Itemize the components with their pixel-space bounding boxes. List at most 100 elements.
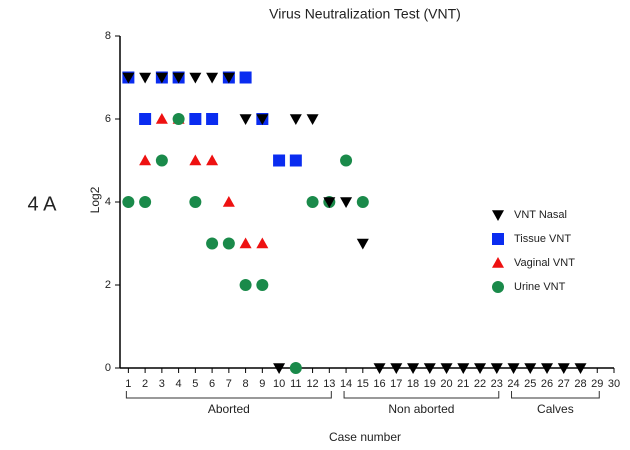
- marker: [206, 72, 219, 84]
- marker: [356, 196, 369, 208]
- marker: [574, 363, 587, 374]
- y-tick-label: 6: [105, 113, 111, 125]
- x-tick-label: 10: [273, 378, 285, 390]
- x-tick-label: 16: [373, 378, 385, 390]
- x-tick-label: 28: [574, 378, 586, 390]
- x-tick-label: 12: [306, 378, 318, 390]
- marker: [189, 196, 202, 208]
- marker: [139, 196, 152, 208]
- marker: [222, 237, 235, 250]
- legend-label: Tissue VNT: [514, 233, 571, 245]
- group-label: Non aborted: [388, 402, 454, 416]
- marker: [256, 279, 269, 291]
- marker: [122, 196, 135, 208]
- legend-label: Urine VNT: [514, 281, 566, 293]
- marker: [423, 363, 436, 374]
- marker: [373, 363, 386, 374]
- marker: [206, 154, 219, 166]
- marker: [289, 362, 302, 374]
- marker: [122, 72, 135, 84]
- marker: [256, 114, 269, 125]
- marker: [206, 237, 219, 250]
- marker: [440, 363, 453, 374]
- marker: [189, 154, 202, 166]
- group-bracket: [343, 391, 500, 399]
- marker: [256, 237, 269, 249]
- x-tick-label: 2: [142, 378, 148, 390]
- marker: [340, 154, 353, 167]
- legend-label: VNT Nasal: [514, 209, 567, 221]
- x-tick-label: 27: [558, 378, 570, 390]
- group-bracket: [511, 391, 600, 399]
- x-tick-label: 5: [192, 378, 198, 390]
- marker: [239, 71, 252, 84]
- marker: [289, 114, 302, 125]
- marker: [507, 363, 520, 374]
- marker: [155, 72, 168, 84]
- y-tick-label: 2: [105, 279, 111, 291]
- group-bracket: [125, 391, 332, 399]
- marker: [273, 154, 286, 167]
- x-tick-label: 7: [226, 378, 232, 390]
- marker: [541, 363, 554, 374]
- x-tick-label: 22: [474, 378, 486, 390]
- x-tick-label: 19: [424, 378, 436, 390]
- marker: [457, 363, 470, 374]
- marker: [239, 279, 252, 291]
- marker: [222, 196, 235, 207]
- marker: [139, 113, 152, 125]
- x-tick-label: 24: [507, 378, 519, 390]
- marker: [222, 72, 235, 84]
- marker: [340, 197, 353, 208]
- marker: [323, 197, 336, 208]
- group-label: Calves: [537, 402, 574, 416]
- x-tick-label: 8: [243, 378, 249, 390]
- marker: [239, 237, 252, 249]
- y-tick-label: 8: [105, 30, 111, 42]
- marker: [474, 363, 487, 374]
- y-tick-label: 4: [105, 196, 111, 208]
- x-tick-label: 18: [407, 378, 419, 390]
- x-tick-label: 14: [340, 378, 352, 390]
- marker: [557, 363, 570, 374]
- marker: [356, 238, 369, 250]
- marker: [306, 114, 319, 125]
- x-tick-label: 9: [259, 378, 265, 390]
- marker: [273, 363, 286, 374]
- x-tick-label: 15: [357, 378, 369, 390]
- marker: [492, 257, 504, 268]
- x-tick-label: 6: [209, 378, 215, 390]
- x-axis-label: Case number: [329, 430, 401, 444]
- x-tick-label: 25: [524, 378, 536, 390]
- marker: [189, 72, 202, 84]
- chart-title: Virus Neutralization Test (VNT): [269, 6, 461, 22]
- panel-label: 4 A: [28, 193, 58, 215]
- x-tick-label: 21: [457, 378, 469, 390]
- x-tick-label: 23: [491, 378, 503, 390]
- marker: [492, 210, 504, 221]
- x-tick-label: 17: [390, 378, 402, 390]
- marker: [206, 113, 219, 125]
- marker: [524, 363, 537, 374]
- x-tick-label: 1: [125, 378, 131, 390]
- marker: [155, 113, 168, 124]
- marker: [492, 281, 504, 293]
- x-tick-label: 20: [440, 378, 452, 390]
- marker: [289, 154, 302, 167]
- y-axis-label: Log2: [88, 186, 102, 213]
- marker: [189, 113, 202, 125]
- marker: [490, 363, 503, 374]
- x-tick-label: 13: [323, 378, 335, 390]
- marker: [155, 154, 168, 167]
- x-tick-label: 3: [159, 378, 165, 390]
- x-tick-label: 30: [608, 378, 620, 390]
- x-tick-label: 29: [591, 378, 603, 390]
- marker: [172, 113, 185, 125]
- marker: [139, 72, 152, 84]
- marker: [306, 196, 319, 208]
- group-label: Aborted: [208, 402, 250, 416]
- x-tick-label: 4: [176, 378, 182, 390]
- x-tick-label: 11: [290, 378, 301, 390]
- y-tick-label: 0: [105, 362, 111, 374]
